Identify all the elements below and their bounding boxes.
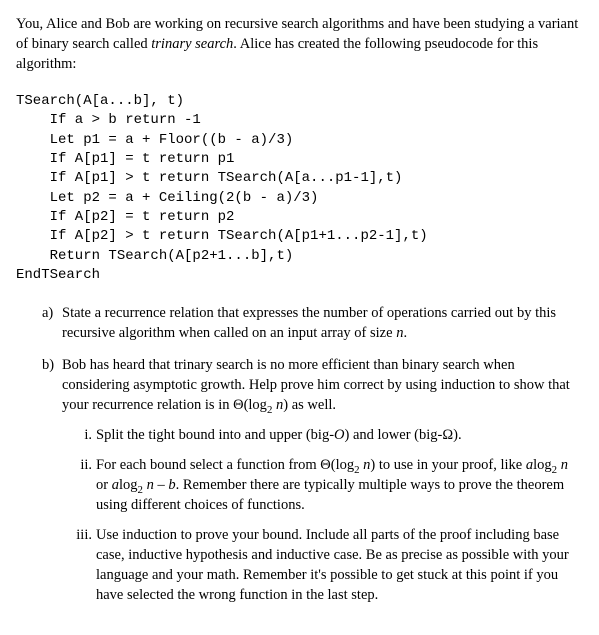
qa-text: State a recurrence relation that express… bbox=[62, 305, 556, 341]
label-bi: i. bbox=[70, 425, 92, 445]
qb-post: ) as well. bbox=[283, 397, 336, 413]
label-biii: iii. bbox=[70, 525, 92, 545]
label-a: a) bbox=[42, 303, 53, 323]
bii-t6: – bbox=[154, 477, 169, 493]
question-b-iii: iii. Use induction to prove your bound. … bbox=[72, 525, 583, 605]
question-b: b) Bob has heard that trinary search is … bbox=[42, 355, 583, 605]
bii-t5: log bbox=[119, 477, 138, 493]
bi-mid: ) and lower (big-Ω). bbox=[345, 427, 462, 443]
bii-n2: n bbox=[561, 457, 568, 473]
bii-t4: or bbox=[96, 477, 112, 493]
question-b-ii: ii. For each bound select a function fro… bbox=[72, 455, 583, 515]
bii-sub1: 2 bbox=[354, 464, 359, 476]
bii-b: b bbox=[168, 477, 175, 493]
qa-after: . bbox=[403, 325, 407, 341]
question-list: a) State a recurrence relation that expr… bbox=[42, 303, 583, 605]
intro-paragraph: You, Alice and Bob are working on recurs… bbox=[16, 14, 583, 74]
sub-list-b: i. Split the tight bound into and upper … bbox=[72, 425, 583, 605]
bi-pre: Split the tight bound into and upper (bi… bbox=[96, 427, 334, 443]
bii-t2: ) to use in your proof, like bbox=[370, 457, 525, 473]
question-a: a) State a recurrence relation that expr… bbox=[42, 303, 583, 343]
question-b-i: i. Split the tight bound into and upper … bbox=[72, 425, 583, 445]
pseudocode-block: TSearch(A[a...b], t) If a > b return -1 … bbox=[16, 92, 583, 285]
label-bii: ii. bbox=[70, 455, 92, 475]
bii-n3: n bbox=[147, 477, 154, 493]
bi-O: O bbox=[334, 427, 344, 443]
bii-t3: log bbox=[533, 457, 552, 473]
bii-a2: a bbox=[112, 477, 119, 493]
bii-t1: For each bound select a function from Θ(… bbox=[96, 457, 354, 473]
biii-text: Use induction to prove your bound. Inclu… bbox=[96, 527, 569, 603]
intro-ital: trinary search bbox=[151, 36, 233, 52]
label-b: b) bbox=[42, 355, 54, 375]
